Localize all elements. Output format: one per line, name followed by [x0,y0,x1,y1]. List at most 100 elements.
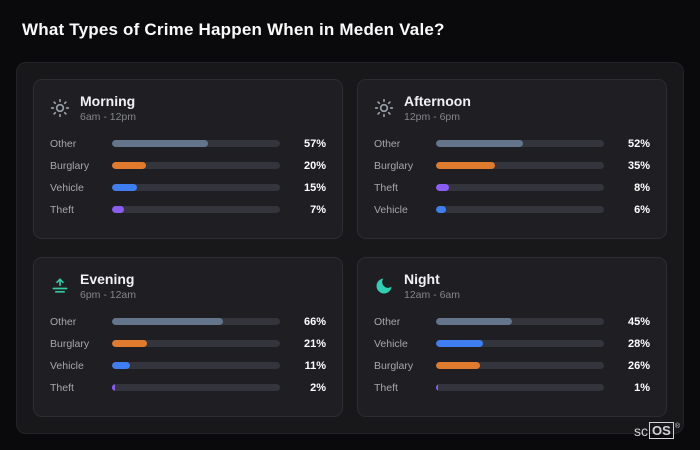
bar-row: Burglary 20% [50,159,326,172]
bar-label: Burglary [50,159,90,172]
logo-prefix: sc [634,423,649,439]
bar-label: Theft [374,181,398,194]
card-title: Night [404,271,440,287]
bar-row: Theft 8% [374,181,650,194]
bar-track [436,384,604,391]
bar-track [112,140,280,147]
card-header: Evening 6pm - 12am [50,271,326,301]
bar-label: Other [50,137,77,150]
bar-label: Other [374,137,401,150]
bar-value: 6% [634,203,650,216]
bar-track [112,384,280,391]
moon-icon [374,276,394,296]
bar-row: Vehicle 6% [374,203,650,216]
card-header-text: Afternoon 12pm - 6pm [404,93,471,123]
bar-fill [112,206,124,213]
card-subtitle: 6pm - 12am [80,289,137,301]
registered-mark: ® [674,423,680,430]
bar-value: 28% [627,337,650,350]
bar-fill [436,340,484,347]
bar-label: Theft [50,381,74,394]
card-header: Afternoon 12pm - 6pm [374,93,650,123]
bar-value: 8% [634,181,650,194]
bar-fill [436,184,450,191]
bar-fill [112,362,131,369]
bar-row: Burglary 35% [374,159,650,172]
bar-label: Vehicle [50,181,84,194]
bar-row: Theft 2% [50,381,326,394]
bar-track [436,362,604,369]
bar-row: Vehicle 11% [50,359,326,372]
bar-track [112,206,280,213]
bar-value: 7% [310,203,326,216]
bar-fill [112,184,138,191]
bar-fill [112,162,146,169]
bar-value: 26% [627,359,650,372]
bar-track [112,340,280,347]
bar-value: 11% [304,359,326,372]
bar-value: 15% [303,181,326,194]
bar-row: Other 52% [374,137,650,150]
cards-grid: Morning 6am - 12pm Other 57% Burglary 20… [33,79,667,417]
card-morning: Morning 6am - 12pm Other 57% Burglary 20… [33,79,343,239]
page-title: What Types of Crime Happen When in Meden… [22,20,445,39]
bar-value: 66% [303,315,326,328]
bar-fill [436,206,447,213]
card-header-text: Evening 6pm - 12am [80,271,136,301]
bar-label: Theft [374,381,398,394]
bar-track [436,318,604,325]
bar-row: Burglary 21% [50,337,326,350]
bar-value: 20% [303,159,326,172]
bar-label: Other [374,315,401,328]
bar-row: Other 57% [50,137,326,150]
card-header-text: Morning 6am - 12pm [80,93,136,123]
bar-track [112,162,280,169]
bar-fill [436,162,495,169]
card-night: Night 12am - 6am Other 45% Vehicle 28% B… [357,257,667,417]
card-afternoon: Afternoon 12pm - 6pm Other 52% Burglary … [357,79,667,239]
bar-value: 45% [627,315,650,328]
bar-track [436,340,604,347]
bar-row: Other 66% [50,315,326,328]
card-header: Morning 6am - 12pm [50,93,326,123]
card-subtitle: 12am - 6am [404,289,461,301]
bar-track [436,140,604,147]
sun-icon [50,98,70,118]
bar-rows: Other 45% Vehicle 28% Burglary 26% Theft [374,315,650,394]
card-title: Evening [80,271,135,287]
sunset-icon [50,276,70,296]
card-evening: Evening 6pm - 12am Other 66% Burglary 21… [33,257,343,417]
bar-row: Vehicle 15% [50,181,326,194]
bar-row: Theft 1% [374,381,650,394]
bar-track [112,362,280,369]
bar-value: 57% [303,137,326,150]
card-title: Morning [80,93,136,109]
bar-label: Vehicle [374,203,408,216]
bar-row: Burglary 26% [374,359,650,372]
bar-track [112,184,280,191]
bar-fill [436,362,480,369]
bar-label: Vehicle [50,359,84,372]
sun-icon [374,98,394,118]
card-header: Night 12am - 6am [374,271,650,301]
bar-track [436,184,604,191]
bar-fill [112,140,208,147]
card-subtitle: 6am - 12pm [80,111,137,123]
bar-fill [436,140,524,147]
crime-time-panel: Morning 6am - 12pm Other 57% Burglary 20… [16,62,684,434]
bar-row: Vehicle 28% [374,337,650,350]
bar-value: 35% [627,159,650,172]
bar-rows: Other 57% Burglary 20% Vehicle 15% Theft [50,137,326,216]
bar-fill [436,384,438,391]
bar-fill [112,318,223,325]
card-title: Afternoon [404,93,471,109]
bar-fill [436,318,512,325]
card-subtitle: 12pm - 6pm [404,111,461,123]
bar-rows: Other 52% Burglary 35% Theft 8% Vehicle [374,137,650,216]
bar-label: Burglary [50,337,90,350]
bar-label: Vehicle [374,337,408,350]
logo-boxed-text: OS [649,422,674,439]
scos-logo: sc OS ® [634,422,680,440]
card-header-text: Night 12am - 6am [404,271,460,301]
bar-value: 52% [627,137,650,150]
